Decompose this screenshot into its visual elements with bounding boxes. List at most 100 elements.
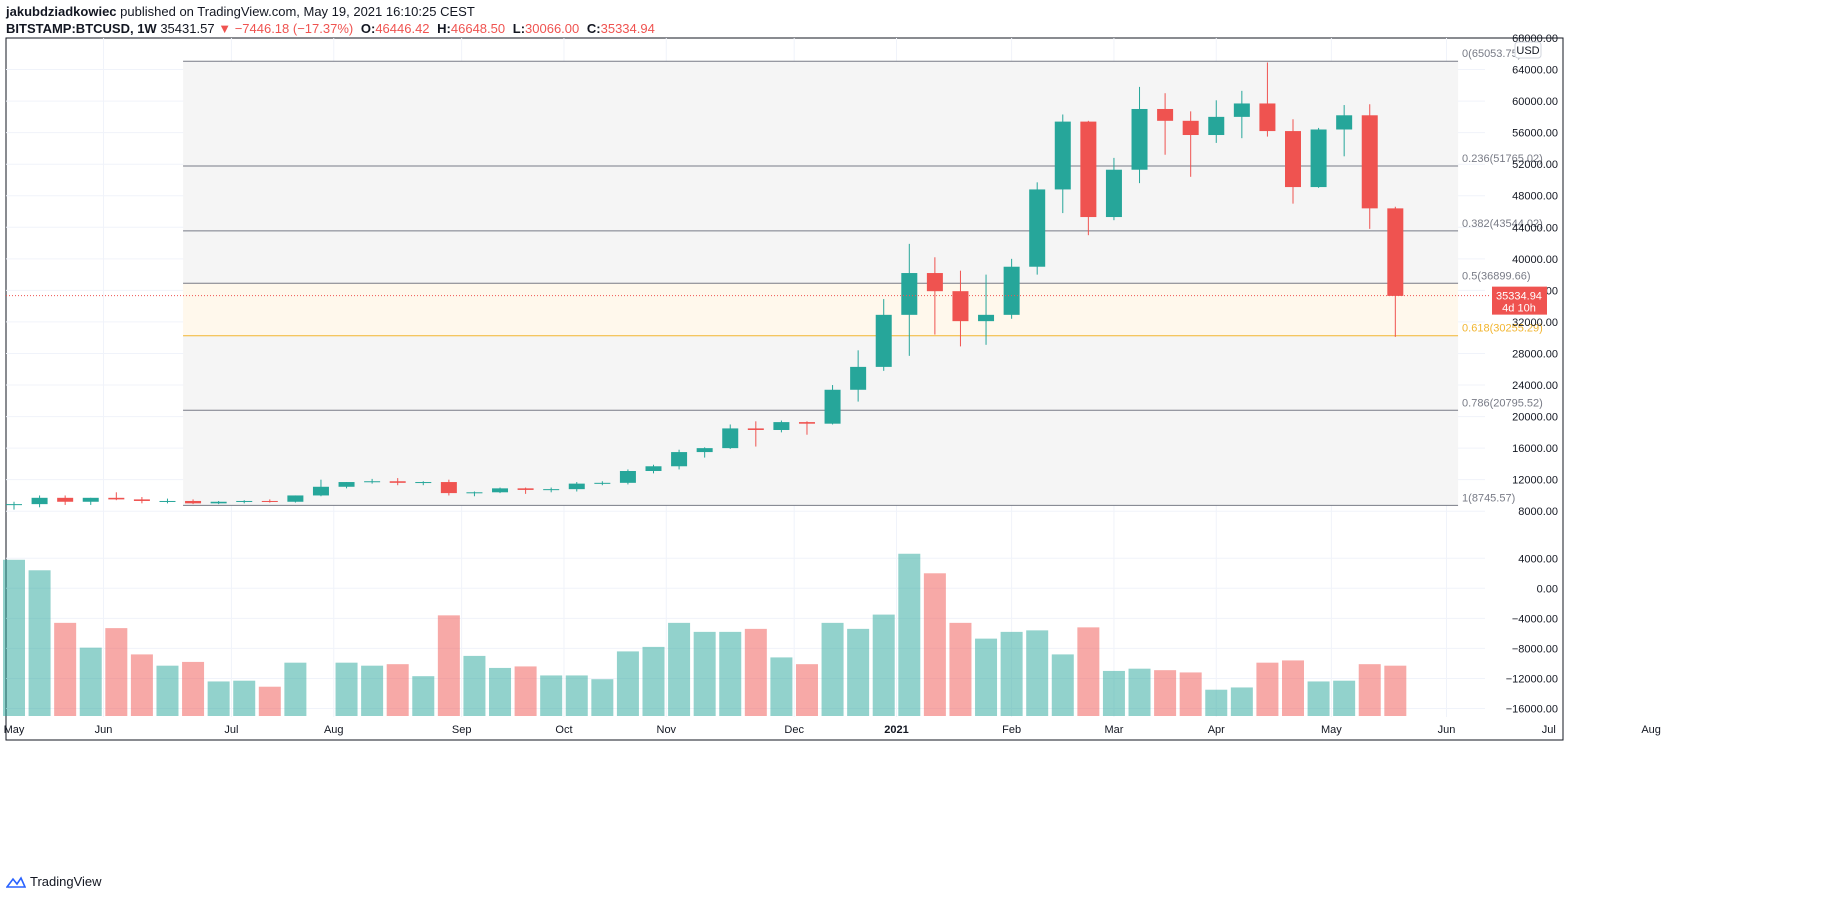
candle-body	[159, 500, 176, 502]
candle-body	[389, 481, 406, 483]
candle-body	[287, 495, 304, 502]
candle-body	[875, 314, 892, 367]
volume-bar	[437, 615, 460, 716]
volume-bar	[130, 654, 153, 716]
candle-body	[568, 483, 585, 490]
volume-bar	[1282, 660, 1304, 716]
volume-bar	[693, 631, 716, 716]
volume-bar	[898, 553, 921, 716]
candle-body	[185, 500, 202, 504]
volume-bar	[1128, 668, 1151, 716]
volume-axis-label: −8000.00	[1512, 643, 1558, 655]
volume-bar	[1230, 687, 1253, 716]
volume-bar	[1307, 681, 1330, 716]
candle-body	[1336, 115, 1353, 130]
footer-brand: TradingView	[6, 874, 102, 889]
last-price: 35431.57	[160, 21, 215, 36]
volume-bar	[668, 622, 691, 716]
time-axis-label: Jun	[95, 724, 113, 736]
price-axis-label: 52000.00	[1512, 159, 1558, 171]
volume-bar	[284, 662, 307, 716]
last-price-label: 35334.94	[1496, 291, 1542, 303]
volume-bar	[770, 657, 793, 716]
time-axis-label: Jun	[1438, 724, 1456, 736]
volume-bar	[361, 665, 384, 716]
volume-axis-label: 0.00	[1537, 583, 1558, 595]
candle-body	[492, 488, 509, 493]
chart-frame	[5, 37, 1564, 741]
volume-bar	[642, 646, 665, 716]
volume-bar	[3, 559, 25, 716]
fib-level-label: 0.5(36899.66)	[1462, 270, 1531, 282]
volume-bar	[1333, 680, 1356, 716]
candle-body	[1080, 121, 1097, 218]
time-axis-label: Apr	[1208, 724, 1225, 736]
volume-bar	[1179, 672, 1202, 716]
volume-bar	[1358, 664, 1381, 716]
candle-body	[1361, 115, 1378, 209]
price-axis-label: 12000.00	[1512, 475, 1558, 487]
brand-text: TradingView	[30, 874, 102, 889]
candle-body	[645, 466, 662, 472]
tradingview-logo-icon	[6, 875, 26, 888]
candle-body	[1259, 103, 1276, 132]
price-axis-label: 44000.00	[1512, 222, 1558, 234]
price-axis-label: 8000.00	[1518, 506, 1558, 518]
candle-body	[978, 314, 995, 322]
bar-countdown-label: 4d 10h	[1502, 303, 1536, 315]
low-label: L:	[512, 21, 526, 36]
fib-zone	[183, 410, 1459, 506]
volume-bar	[1051, 654, 1074, 716]
volume-bar	[233, 680, 256, 716]
volume-bar	[975, 638, 998, 716]
author-name[interactable]: jakubdziadkowiec	[6, 4, 117, 19]
candle-body	[415, 482, 432, 484]
volume-bar	[335, 662, 358, 716]
price-axis-label: 48000.00	[1512, 191, 1558, 203]
volume-bar	[923, 573, 946, 716]
price-axis-label: 32000.00	[1512, 317, 1558, 329]
symbol-legend: BITSTAMP:BTCUSD, 1W 35431.57 ▼ −7446.18 …	[6, 21, 655, 36]
volume-bar	[744, 628, 767, 716]
candle-body	[722, 428, 739, 449]
candle-body	[6, 504, 22, 506]
publish-info: jakubdziadkowiec published on TradingVie…	[6, 4, 475, 19]
volume-bar	[207, 681, 230, 716]
candle-body	[1310, 129, 1327, 188]
time-axis-label: 2021	[884, 724, 908, 736]
volume-bar	[1077, 627, 1100, 716]
volume-bar	[1384, 665, 1407, 716]
candle-body	[926, 273, 943, 292]
volume-bar	[1026, 630, 1049, 716]
price-axis-label: 28000.00	[1512, 348, 1558, 360]
candle-body	[1029, 189, 1046, 267]
symbol-label[interactable]: BITSTAMP:BTCUSD, 1W	[6, 21, 157, 36]
volume-bar	[1205, 689, 1228, 716]
volume-bar	[1154, 670, 1177, 716]
volume-bar	[258, 686, 281, 716]
time-axis-label: May	[4, 724, 25, 736]
close-value: 35334.94	[600, 21, 655, 36]
candle-body	[440, 482, 457, 494]
candle-body	[1003, 266, 1020, 315]
time-axis-label: Sep	[452, 724, 472, 736]
volume-bar	[412, 676, 435, 716]
volume-bar	[565, 675, 588, 716]
candle-body	[696, 448, 713, 453]
price-axis-label: 64000.00	[1512, 65, 1558, 77]
high-label: H:	[437, 21, 451, 36]
price-axis-label: 60000.00	[1512, 96, 1558, 108]
fib-level-label: 0.618(30255.29)	[1462, 323, 1543, 335]
volume-bar	[872, 614, 895, 716]
volume-bar	[821, 622, 844, 716]
candle-body	[1182, 120, 1199, 136]
time-axis-label: Mar	[1104, 724, 1123, 736]
volume-bar	[156, 665, 179, 716]
fib-zone	[183, 335, 1459, 411]
high-value: 46648.50	[450, 21, 506, 36]
change-arrow-icon: ▼	[218, 21, 232, 36]
candle-body	[619, 471, 636, 483]
candle-body	[1157, 108, 1174, 121]
fib-level-label: 0(65053.75)	[1462, 48, 1521, 60]
